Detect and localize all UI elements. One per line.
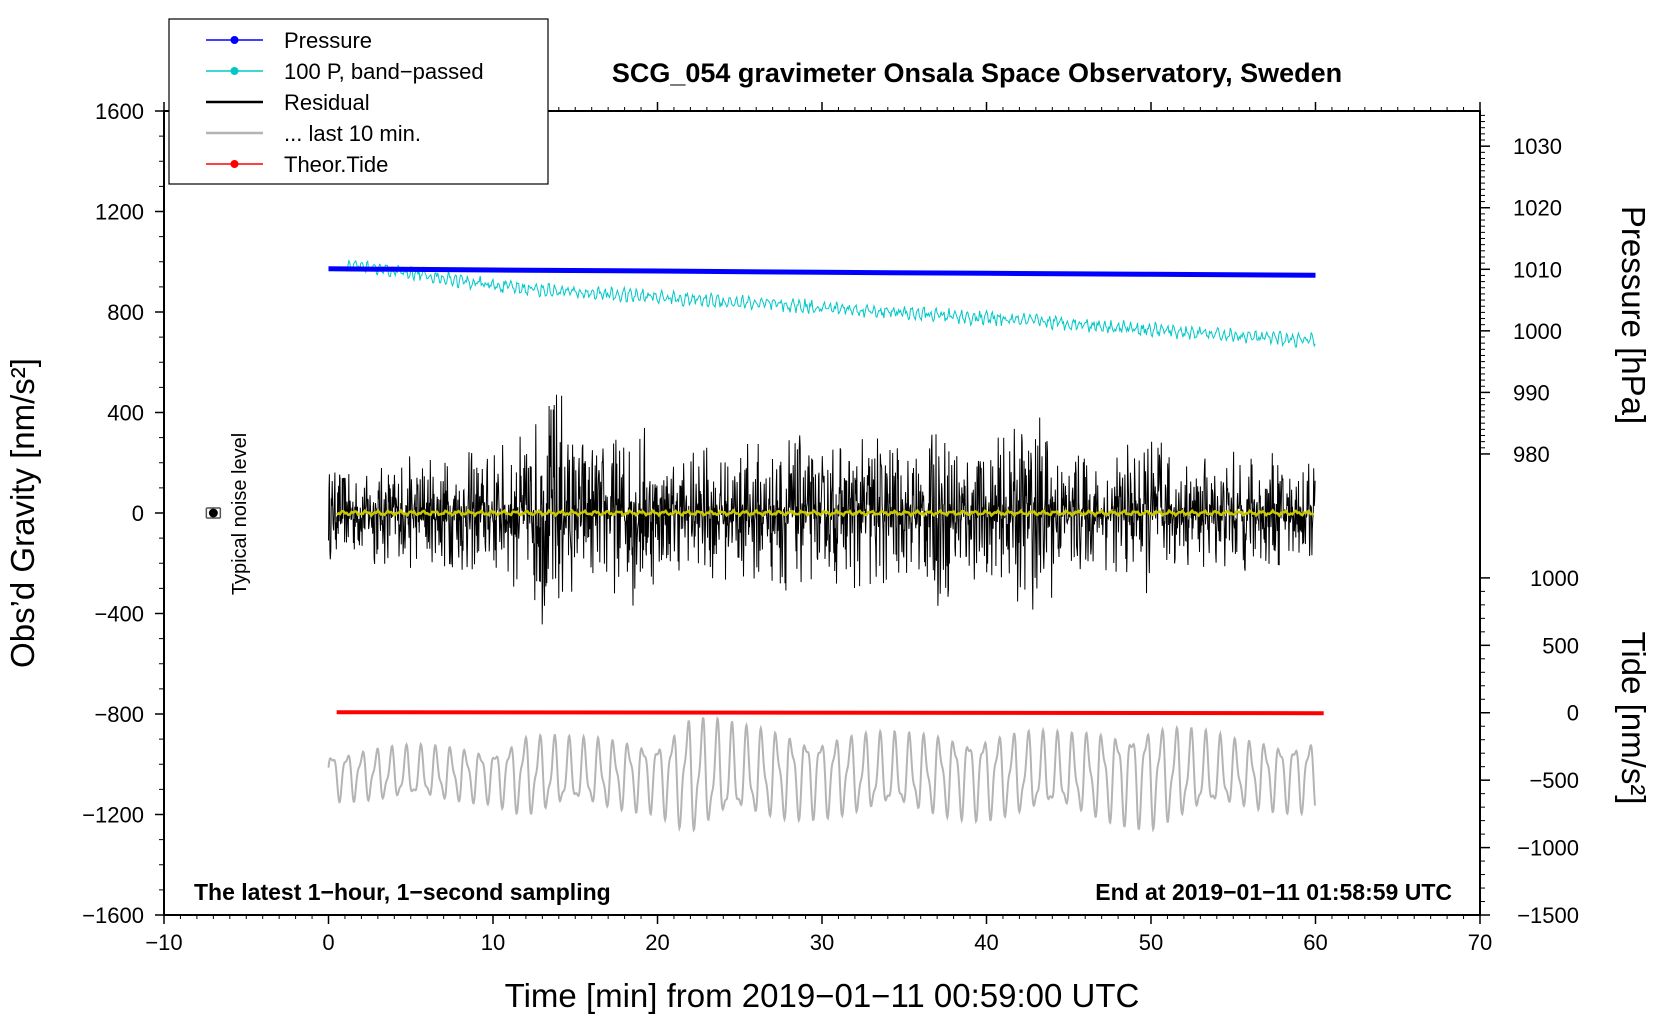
legend-label: ... last 10 min. xyxy=(284,121,421,146)
pressure-tick-label: 1030 xyxy=(1513,134,1562,159)
y-tick-label: 1600 xyxy=(95,99,144,124)
sampling-note: The latest 1−hour, 1−second sampling xyxy=(194,879,611,905)
tide-tick-label: 500 xyxy=(1542,633,1579,658)
tide-tick-label: 1000 xyxy=(1530,566,1579,591)
y-tick-label: −1600 xyxy=(82,903,144,928)
y-axis-label-left: Obs’d Gravity [nm/s²] xyxy=(4,358,41,668)
legend-label: Theor.Tide xyxy=(284,152,388,177)
series-residual-smoothed xyxy=(336,508,1314,518)
noise-marker xyxy=(205,507,222,519)
y-axis-label-tide: Tide [nm/s²] xyxy=(1615,632,1652,805)
series-band-passed-pressure xyxy=(344,259,1316,348)
noise-point xyxy=(208,508,218,518)
x-tick-label: −10 xyxy=(145,930,182,955)
y-tick-label: 1200 xyxy=(95,200,144,225)
legend-marker xyxy=(230,36,239,44)
legend-label: Residual xyxy=(284,90,370,115)
y-tick-label: 800 xyxy=(107,300,144,325)
y-tick-label: 400 xyxy=(107,401,144,426)
ticks-layer: −10 0 10 20 30 40 50 60 70−1600−1200−800−4000400… xyxy=(82,99,1579,955)
x-tick-label: 50 xyxy=(1139,930,1163,955)
legend-label: Pressure xyxy=(284,28,372,53)
x-tick-label: 60 xyxy=(1303,930,1327,955)
y-tick-label: 0 xyxy=(132,501,144,526)
y-tick-label: −800 xyxy=(94,702,144,727)
pressure-tick-label: 980 xyxy=(1513,442,1550,467)
series-theor-tide xyxy=(336,710,1324,716)
legend-label: 100 P, band−passed xyxy=(284,59,484,84)
x-tick-label: 20 xyxy=(645,930,669,955)
legend: Pressure 100 P, band−passed Residual ... la… xyxy=(168,18,549,185)
x-tick-label: 40 xyxy=(974,930,998,955)
y-tick-label: −400 xyxy=(94,602,144,627)
legend-marker xyxy=(230,67,239,75)
x-tick-label: 10 xyxy=(481,930,505,955)
end-time-note: End at 2019−01−11 01:58:59 UTC xyxy=(1095,879,1452,905)
legend-items: Pressure 100 P, band−passed Residual ... la… xyxy=(206,28,484,177)
pressure-tick-label: 1020 xyxy=(1513,196,1562,221)
pressure-tick-label: 1010 xyxy=(1513,257,1562,282)
legend-marker xyxy=(230,160,239,168)
x-tick-label: 0 xyxy=(322,930,334,955)
tide-tick-label: −1500 xyxy=(1517,903,1579,928)
tide-tick-label: −500 xyxy=(1529,768,1579,793)
series-last-10-min xyxy=(327,715,1316,833)
tide-tick-label: 0 xyxy=(1567,701,1579,726)
y-axis-label-pressure: Pressure [hPa] xyxy=(1615,206,1652,424)
series-residual xyxy=(328,394,1316,625)
x-axis-label: Time [min] from 2019−01−11 00:59:00 UTC xyxy=(505,977,1140,1014)
noise-label: Typical noise level xyxy=(229,433,251,595)
x-tick-label: 70 xyxy=(1468,930,1492,955)
pressure-tick-label: 1000 xyxy=(1513,319,1562,344)
x-tick-label: 30 xyxy=(810,930,834,955)
pressure-tick-label: 990 xyxy=(1513,380,1550,405)
plot-layer xyxy=(327,259,1324,833)
series-pressure xyxy=(328,266,1316,278)
y-tick-label: −1200 xyxy=(82,803,144,828)
chart-title: SCG_054 gravimeter Onsala Space Observat… xyxy=(612,58,1342,88)
tide-tick-label: −1000 xyxy=(1517,836,1579,861)
